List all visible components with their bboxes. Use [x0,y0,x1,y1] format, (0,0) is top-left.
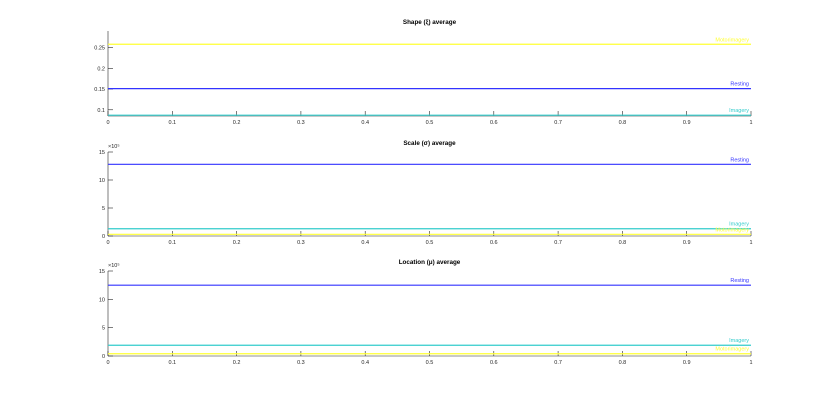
x-tick-label: 0.3 [297,120,305,126]
x-tick-label: 0.6 [490,360,498,366]
y-tick-label: 15 [99,269,105,275]
series-label-imagery: Imagery [729,222,749,228]
x-tick-label: 0.9 [683,360,691,366]
x-tick-label: 0.8 [619,360,627,366]
x-tick-label: 0.6 [490,120,498,126]
x-tick-label: 0.8 [619,120,627,126]
x-tick-label: 0.7 [554,240,562,246]
y-tick-label: 0.15 [94,87,105,93]
x-tick-label: 0.7 [554,360,562,366]
y-tick-label: 0.25 [94,46,105,52]
y-tick-label: 10 [99,297,105,303]
x-tick-label: 0.2 [233,240,241,246]
x-tick-label: 0 [106,120,109,126]
y-exponent-label: ×10⁵ [108,262,120,269]
x-tick-label: 0.5 [426,240,434,246]
x-tick-label: 0.1 [168,360,176,366]
chart-title: Scale (σ) average [403,140,456,147]
x-tick-label: 1 [749,120,752,126]
x-tick-label: 0.3 [297,240,305,246]
x-tick-label: 0.4 [361,120,369,126]
series-label-imagery: Imagery [729,338,749,344]
chart-title: Shape (ξ) average [403,19,457,26]
y-tick-label: 5 [102,326,105,332]
chart-title: Location (μ) average [399,259,461,266]
series-label-motorimagery: Motorimagery [715,227,749,233]
series-label-motorimagery: Motorimagery [715,347,749,353]
x-tick-label: 0.9 [683,240,691,246]
x-tick-label: 0.5 [426,360,434,366]
x-tick-label: 0.2 [233,360,241,366]
x-tick-label: 0.3 [297,360,305,366]
x-tick-label: 0 [106,240,109,246]
y-tick-label: 0 [102,234,105,240]
y-tick-label: 10 [99,178,105,184]
x-tick-label: 1 [749,360,752,366]
x-tick-label: 1 [749,240,752,246]
x-tick-label: 0.1 [168,240,176,246]
x-tick-label: 0.6 [490,240,498,246]
series-label-motorimagery: Motorimagery [715,37,749,43]
y-tick-label: 0.2 [97,66,105,72]
y-tick-label: 0 [102,354,105,360]
y-tick-label: 15 [99,150,105,156]
y-exponent-label: ×10⁵ [108,143,120,150]
series-label-imagery: Imagery [729,108,749,114]
x-tick-label: 0.9 [683,120,691,126]
x-tick-label: 0 [106,360,109,366]
x-tick-label: 0.7 [554,120,562,126]
x-tick-label: 0.8 [619,240,627,246]
x-tick-label: 0.4 [361,240,369,246]
x-tick-label: 0.2 [233,120,241,126]
x-tick-label: 0.1 [168,120,176,126]
y-tick-label: 5 [102,206,105,212]
series-label-resting: Resting [730,157,749,163]
x-tick-label: 0.4 [361,360,369,366]
x-tick-label: 0.5 [426,120,434,126]
series-label-resting: Resting [730,278,749,284]
series-label-resting: Resting [730,82,749,88]
chart-panel-1: 0 0.1 0.2 0.3 0.4 0.5 0.6 0.7 0.8 0.9 10.10.150.20… [94,19,752,126]
y-tick-label: 0.1 [97,108,105,114]
